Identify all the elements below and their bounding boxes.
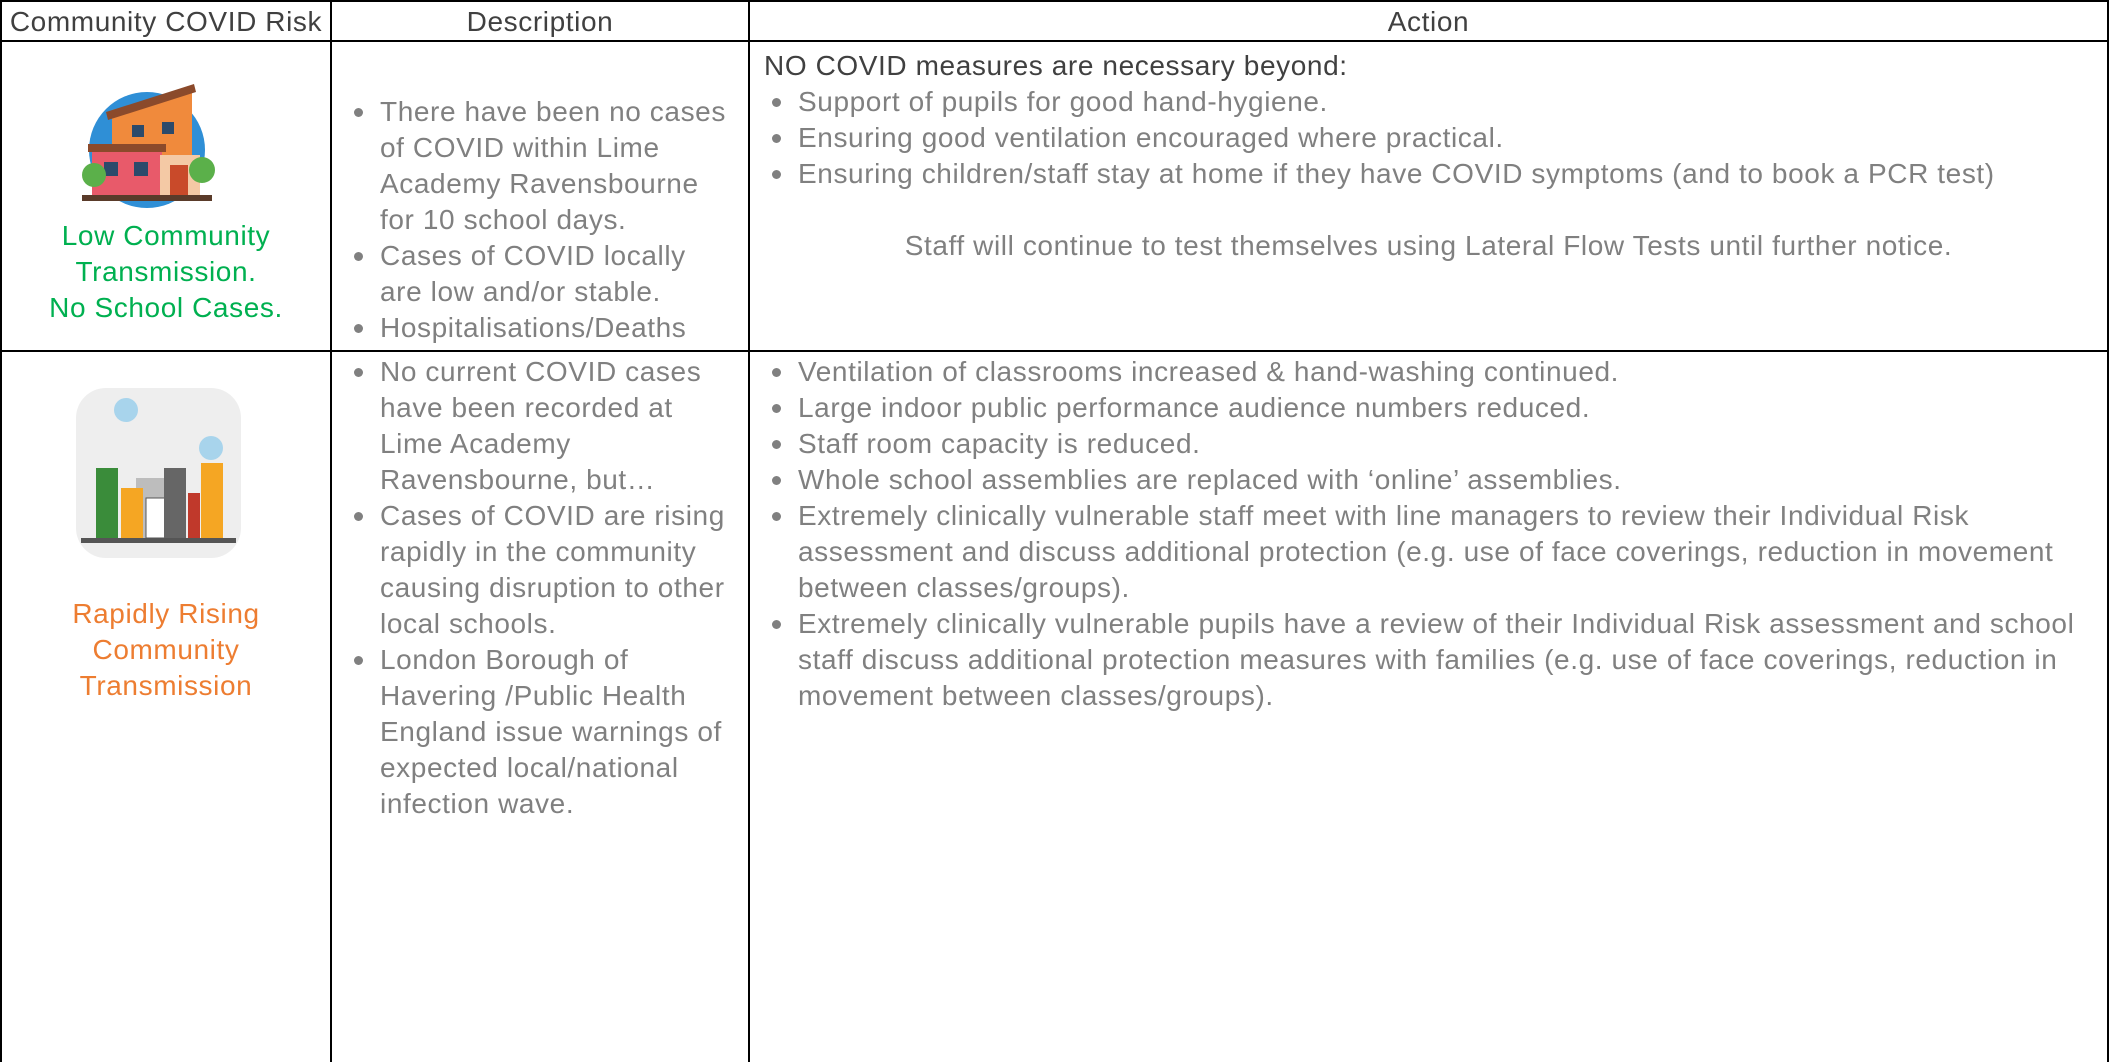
bullet-item: Large indoor public performance audience… [764,390,2093,426]
bullet-item: No current COVID cases have been recorde… [346,354,734,498]
bullet-item: There have been no cases of COVID within… [346,94,734,238]
bullet-item: Whole school assemblies are replaced wit… [764,462,2093,498]
risk-line: Low Community [2,218,330,254]
risk-line: Rapidly Rising [2,596,330,632]
bullet-item: Hospitalisations/Deaths due to COVID nat… [346,310,734,351]
risk-line: Transmission [2,668,330,704]
bullet-item: London Borough of Havering /Public Healt… [346,642,734,822]
bullet-item: Staff room capacity is reduced. [764,426,2093,462]
document: Community COVID Risk Description Action … [0,0,2109,1062]
action-cell: NO COVID measures are necessary beyond: … [748,40,2109,351]
risk-line: Community [2,632,330,668]
house-icon [72,70,222,210]
header-cell: Action [748,0,2109,41]
action-cell: Ventilation of classrooms increased & ha… [748,350,2109,1062]
action-list: Ventilation of classrooms increased & ha… [764,354,2093,714]
description-list: There have been no cases of COVID within… [346,94,734,351]
action-intro: NO COVID measures are necessary beyond: [764,48,2093,84]
header-text: Description [467,6,614,37]
bullet-item: Cases of COVID are rising rapidly in the… [346,498,734,642]
risk-line: No School Cases. [2,290,330,326]
header-cell: Description [330,0,748,41]
bullet-item: Ensuring good ventilation encouraged whe… [764,120,2093,156]
description-cell: There have been no cases of COVID within… [330,40,748,351]
bullet-item: Extremely clinically vulnerable pupils h… [764,606,2093,714]
description-list: No current COVID cases have been recorde… [346,354,734,822]
header-cell: Community COVID Risk [0,0,330,41]
bullet-item: Extremely clinically vulnerable staff me… [764,498,2093,606]
header-text: Community COVID Risk [10,6,322,37]
bullet-item: Cases of COVID locally are low and/or st… [346,238,734,310]
action-list: Support of pupils for good hand-hygiene.… [764,84,2093,192]
bullet-item: Ensuring children/staff stay at home if … [764,156,2093,192]
bullet-item: Support of pupils for good hand-hygiene. [764,84,2093,120]
city-icon [76,388,241,558]
description-cell: No current COVID cases have been recorde… [330,350,748,1062]
action-note: Staff will continue to test themselves u… [764,228,2093,264]
bullet-item: Ventilation of classrooms increased & ha… [764,354,2093,390]
risk-line: Transmission. [2,254,330,290]
header-text: Action [1388,6,1469,37]
